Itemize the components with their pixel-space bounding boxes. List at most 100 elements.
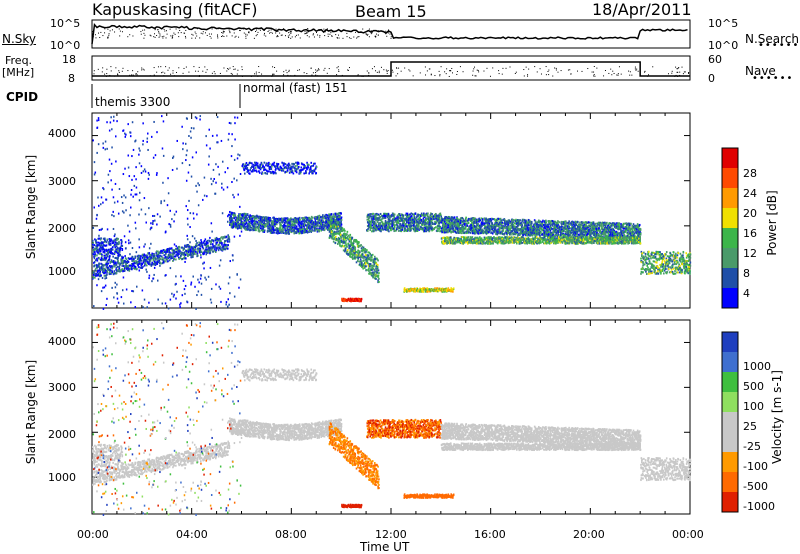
vel-cbar-m1000: -1000 — [743, 500, 775, 513]
power-cell — [285, 217, 287, 220]
power-cell — [234, 214, 237, 217]
power-cell — [521, 219, 523, 222]
power-cell — [524, 220, 527, 223]
power-cell — [413, 220, 416, 223]
power-cell — [305, 221, 308, 224]
power-cell — [267, 229, 270, 232]
power-cell — [242, 166, 245, 169]
power-cell — [459, 230, 461, 233]
power-cell — [143, 255, 145, 258]
xtick-2000: 20:00 — [573, 528, 605, 541]
power-cell — [249, 215, 252, 218]
power-cell — [225, 244, 227, 247]
power-cell — [372, 212, 374, 215]
power-cell — [470, 224, 473, 227]
power-cell — [281, 220, 283, 223]
power-cell — [481, 222, 483, 225]
power-cell — [94, 253, 97, 256]
power-cell — [227, 237, 229, 240]
xtick-0000: 00:00 — [77, 528, 109, 541]
power-cell — [503, 218, 506, 221]
power-cell — [514, 226, 517, 229]
power-cell — [252, 216, 255, 219]
power-cell — [348, 244, 350, 247]
power-cell — [350, 242, 352, 245]
power-cell — [278, 232, 281, 235]
power-cell — [356, 240, 358, 243]
power-cell — [280, 169, 283, 172]
power-cell — [449, 228, 452, 231]
power-cell — [253, 169, 256, 172]
power-cell — [376, 264, 379, 267]
power-cell — [330, 232, 332, 235]
power-cell — [229, 219, 232, 222]
power-cell — [486, 218, 488, 221]
power-cell — [328, 230, 331, 233]
power-cell — [101, 253, 103, 256]
power-cell — [111, 246, 114, 249]
power-cell — [161, 258, 164, 261]
power-cell — [354, 252, 356, 255]
power-cell — [263, 169, 265, 172]
power-cell — [457, 229, 460, 232]
power-cell — [96, 271, 99, 274]
power-cell — [262, 229, 264, 232]
power-cell — [197, 244, 200, 247]
power-cell — [116, 242, 118, 245]
power-cell — [108, 237, 111, 240]
power-cell — [385, 221, 387, 224]
power-cell — [416, 228, 419, 231]
power-cell — [339, 225, 341, 228]
power-cell — [492, 225, 495, 228]
power-cell — [320, 216, 323, 219]
power-cell — [250, 218, 252, 221]
power-cell — [341, 244, 344, 247]
power-cell — [261, 220, 264, 223]
power-cell — [442, 224, 445, 227]
power-cell — [519, 229, 522, 232]
power-cell — [324, 222, 327, 225]
power-cell — [169, 254, 171, 257]
power-cell — [353, 246, 355, 249]
power-cell — [344, 249, 347, 252]
power-cell — [305, 170, 307, 173]
power-cell — [472, 217, 474, 220]
power-cell — [251, 224, 254, 227]
power-cell — [434, 220, 436, 223]
power-cell — [105, 261, 108, 264]
power-cell — [485, 226, 487, 229]
power-cell — [116, 243, 118, 246]
power-cell — [371, 264, 373, 267]
power-cell — [303, 225, 305, 228]
power-cell — [405, 221, 408, 224]
power-cell — [323, 217, 325, 220]
power-cell — [288, 164, 291, 167]
power-cell — [454, 219, 456, 222]
power-cell — [366, 262, 369, 265]
power-cell — [432, 215, 434, 218]
power-cell — [506, 225, 509, 228]
power-cell — [219, 247, 222, 250]
power-cell — [311, 171, 314, 174]
power-cell — [294, 224, 297, 227]
power-cell — [208, 239, 210, 242]
power-cell — [356, 244, 359, 247]
power-cell — [351, 253, 354, 256]
power-cell — [373, 277, 376, 280]
power-cell — [275, 227, 278, 230]
power-cell — [164, 256, 166, 259]
power-cell — [337, 230, 340, 233]
power-cell — [474, 221, 477, 224]
power-cell — [268, 223, 271, 226]
power-cell — [248, 216, 251, 219]
power-cell — [410, 220, 413, 223]
power-cell — [272, 221, 274, 224]
power-cell — [206, 245, 208, 248]
power-cell — [412, 218, 414, 221]
power-cell — [272, 162, 274, 165]
power-cell — [131, 258, 134, 261]
power-cell — [203, 242, 206, 245]
power-cell — [163, 249, 166, 252]
power-cell — [93, 255, 95, 258]
freq-tick-high: 18 — [62, 53, 76, 66]
